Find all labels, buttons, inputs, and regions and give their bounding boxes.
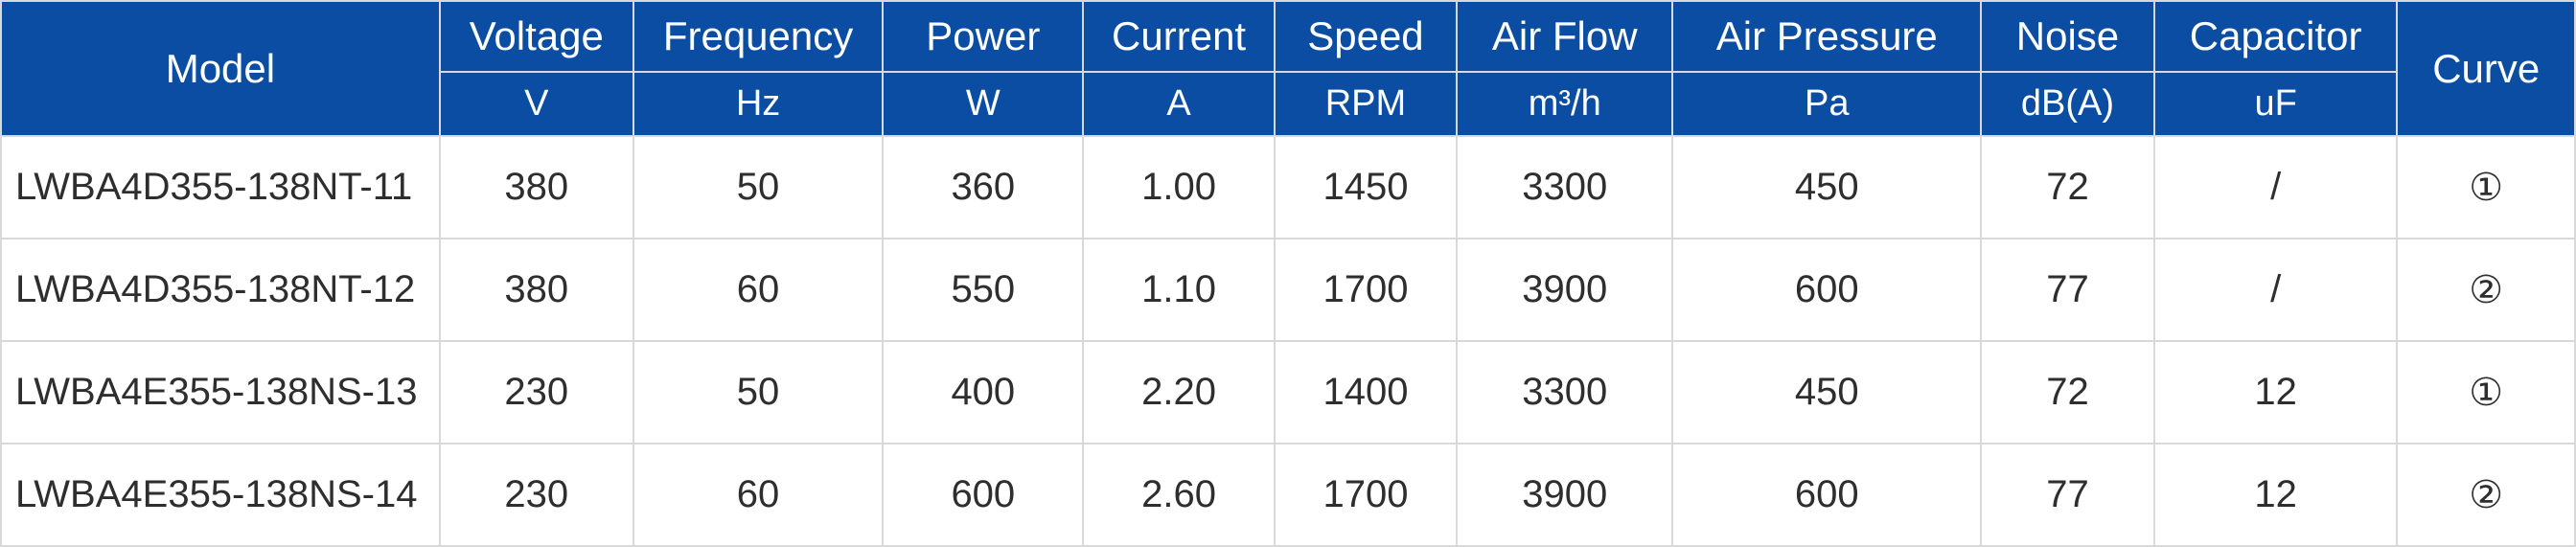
cell-airpressure: 450 <box>1672 341 1981 444</box>
cell-curve: ② <box>2397 239 2575 341</box>
col-model-header: Model <box>1 1 440 136</box>
col-current-unit: A <box>1083 72 1275 136</box>
cell-voltage: 230 <box>440 341 633 444</box>
cell-power: 550 <box>883 239 1083 341</box>
header-row-titles: Model Voltage Frequency Power Current Sp… <box>1 1 2575 72</box>
cell-curve: ② <box>2397 444 2575 546</box>
col-frequency-unit: Hz <box>633 72 884 136</box>
col-curve-header: Curve <box>2397 1 2575 136</box>
spec-table: Model Voltage Frequency Power Current Sp… <box>0 0 2576 547</box>
cell-speed: 1700 <box>1275 239 1457 341</box>
cell-speed: 1400 <box>1275 341 1457 444</box>
col-speed-header: Speed <box>1275 1 1457 72</box>
cell-frequency: 50 <box>633 136 884 239</box>
cell-noise: 77 <box>1981 239 2154 341</box>
col-speed-unit: RPM <box>1275 72 1457 136</box>
cell-noise: 72 <box>1981 341 2154 444</box>
cell-airflow: 3300 <box>1457 341 1672 444</box>
cell-voltage: 380 <box>440 136 633 239</box>
cell-capacitor: 12 <box>2154 444 2398 546</box>
cell-power: 400 <box>883 341 1083 444</box>
cell-airpressure: 600 <box>1672 239 1981 341</box>
col-power-header: Power <box>883 1 1083 72</box>
table-row: LWBA4E355-138NS-14 230 60 600 2.60 1700 … <box>1 444 2575 546</box>
col-current-header: Current <box>1083 1 1275 72</box>
cell-frequency: 60 <box>633 239 884 341</box>
table-row: LWBA4D355-138NT-11 380 50 360 1.00 1450 … <box>1 136 2575 239</box>
cell-current: 1.00 <box>1083 136 1275 239</box>
cell-capacitor: 12 <box>2154 341 2398 444</box>
cell-airflow: 3900 <box>1457 239 1672 341</box>
cell-capacitor: / <box>2154 136 2398 239</box>
cell-power: 360 <box>883 136 1083 239</box>
cell-voltage: 380 <box>440 239 633 341</box>
col-power-unit: W <box>883 72 1083 136</box>
col-airflow-header: Air Flow <box>1457 1 1672 72</box>
cell-airflow: 3300 <box>1457 136 1672 239</box>
cell-airflow: 3900 <box>1457 444 1672 546</box>
cell-model: LWBA4E355-138NS-13 <box>1 341 440 444</box>
cell-airpressure: 600 <box>1672 444 1981 546</box>
col-frequency-header: Frequency <box>633 1 884 72</box>
cell-noise: 77 <box>1981 444 2154 546</box>
col-capacitor-unit: uF <box>2154 72 2398 136</box>
cell-capacitor: / <box>2154 239 2398 341</box>
col-airpressure-header: Air Pressure <box>1672 1 1981 72</box>
cell-noise: 72 <box>1981 136 2154 239</box>
col-voltage-header: Voltage <box>440 1 633 72</box>
col-noise-header: Noise <box>1981 1 2154 72</box>
table-row: LWBA4D355-138NT-12 380 60 550 1.10 1700 … <box>1 239 2575 341</box>
col-noise-unit: dB(A) <box>1981 72 2154 136</box>
cell-frequency: 60 <box>633 444 884 546</box>
col-airpressure-unit: Pa <box>1672 72 1981 136</box>
cell-model: LWBA4D355-138NT-12 <box>1 239 440 341</box>
cell-voltage: 230 <box>440 444 633 546</box>
col-voltage-unit: V <box>440 72 633 136</box>
cell-current: 1.10 <box>1083 239 1275 341</box>
cell-airpressure: 450 <box>1672 136 1981 239</box>
cell-curve: ① <box>2397 136 2575 239</box>
cell-model: LWBA4D355-138NT-11 <box>1 136 440 239</box>
cell-current: 2.20 <box>1083 341 1275 444</box>
cell-speed: 1700 <box>1275 444 1457 546</box>
cell-current: 2.60 <box>1083 444 1275 546</box>
col-airflow-unit: m³/h <box>1457 72 1672 136</box>
cell-speed: 1450 <box>1275 136 1457 239</box>
cell-power: 600 <box>883 444 1083 546</box>
cell-frequency: 50 <box>633 341 884 444</box>
cell-model: LWBA4E355-138NS-14 <box>1 444 440 546</box>
col-capacitor-header: Capacitor <box>2154 1 2398 72</box>
cell-curve: ① <box>2397 341 2575 444</box>
table-row: LWBA4E355-138NS-13 230 50 400 2.20 1400 … <box>1 341 2575 444</box>
